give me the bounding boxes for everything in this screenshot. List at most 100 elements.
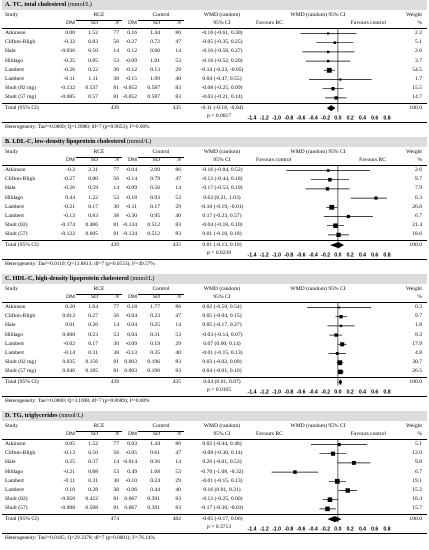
control-dm: 0.18 [127,304,137,310]
pooled-estimate-diamond [327,516,342,523]
control-sd: 0.31 [150,331,160,338]
control-n: 53 [175,194,181,201]
study-estimate-marker [334,96,338,100]
rce-n: 53 [113,57,119,64]
rule-line [76,156,122,158]
header-group1: RCE [93,12,105,18]
forest-panel-c: C. HDL-C, high-density lipoprotein chole… [2,274,427,411]
weight-value: 6.7 [415,213,422,219]
control-sd: 0.512 [147,231,160,238]
control-n: 29 [175,203,181,210]
header-n1: N [115,431,119,437]
rce-sd: 0.80 [88,176,98,183]
study-name: Hale [5,322,16,329]
wmd-ci-text: -0.16 (-0.84, 0.52) [201,167,243,173]
study-name: Lambert [5,76,24,82]
weight-value: 1.7 [415,76,422,82]
rce-sd: 2.31 [88,167,98,173]
control-dm: 0.16 [127,30,137,36]
heterogeneity-text: Heterogeneity: Tau²=0.0000; Q=1.8980; df… [5,123,150,130]
study-estimate-marker [338,369,343,375]
control-n: 53 [175,57,181,64]
forest-panel-a: A. TC, total cholesterol (mmol/L) Study RC… [2,0,427,137]
axis-tick-label: 0.6 [371,116,378,122]
study-estimate-marker [326,59,330,63]
rce-dm: -0.036 [60,48,75,55]
axis-tick-label: -1.0 [272,527,281,533]
weight-value: 9.7 [415,176,422,183]
axis-tick-label: -1.0 [272,253,281,259]
study-estimate-marker [328,177,332,182]
wmd-ci-text: -0.08 (-0.30, 0.14) [201,450,243,457]
forest-plot-svg: -1.4 -1.2 -1.0 -0.8 -0.6 -0.4 -0.2 0.0 0.2 0.4 0.6… [248,29,391,122]
weight-value: 30.7 [412,359,422,366]
study-estimate-marker [346,214,350,219]
wmd-ci-text: -0.13 (-0.25, 0.00) [201,496,243,503]
weight-value: 26.8 [412,203,422,210]
study-name: Lambert [5,350,24,356]
rce-sd: 0.59 [88,185,98,192]
rce-sd: 0.422 [85,496,98,503]
rce-sd: 0.50 [88,450,98,457]
study-name: Hale [5,185,16,192]
wmd-ci-text: 0.03 (-0.02, 0.09) [202,359,242,366]
header-dm1: DM [65,157,75,163]
control-dm: -0.13 [125,350,137,356]
rce-sd: 0.26 [88,322,98,329]
rce-dm: -0.14 [63,350,75,356]
study-name: Hale [5,48,16,55]
header-n2: N [177,20,181,26]
study-estimate-marker [333,41,337,44]
header-sd2: SD [152,20,160,26]
wmd-ci-text: -0.16 (-0.52, 0.20) [201,57,243,64]
rce-sd: 0.88 [88,468,98,475]
total-ci-text: -0.11 (-0.18, -0.04) [200,104,244,111]
rce-sd: 1.22 [88,194,98,201]
study-estimate-marker [339,324,343,328]
study-estimate-marker [374,196,378,200]
header-method: WMD (random) [203,149,241,155]
rule-line [2,121,427,123]
axis-tick-label: -0.8 [284,253,293,259]
rce-n: 14 [113,185,119,192]
panel-unit: (mmol/L) [67,1,92,8]
header-sd1: SD [90,157,98,163]
control-sd: 0.196 [147,368,160,375]
wmd-ci-text: -0.14 (-0.23, -0.05) [200,66,244,73]
study-name: Shult (82) [5,496,28,503]
total-label: Total (95% CI) [5,378,39,385]
panel-letter: A. [5,1,12,8]
study-estimate-marker [326,50,330,54]
study-name: Lambert [5,66,24,73]
rce-n: 77 [113,304,119,310]
wmd-ci-text: -0.70 (-1.08, -0.32) [200,468,244,475]
control-sd: 1.08 [150,468,160,475]
rule-line [76,293,122,295]
rce-sd: 1.52 [88,30,98,36]
study-name: Shult (57 mg) [5,94,37,101]
header-study: Study [5,149,19,155]
control-dm: -0.11 [125,203,137,210]
header-group2: Control [152,12,170,18]
axis-tick-label: 0.2 [347,253,354,259]
control-sd: 0.196 [147,359,160,366]
control-dm: 0.067 [124,496,137,503]
rce-dm: -0.13 [63,213,75,219]
axis-tick-label: 0.6 [371,390,378,396]
wmd-ci-text: 0.62 (0.21, 1.03) [203,194,241,201]
wmd-ci-text: -0.10 (-0.19, -0.01) [200,203,244,210]
control-sd: 0.72 [150,39,160,46]
rce-dm: -0.085 [60,94,75,101]
weight-value: 8.3 [415,331,422,338]
study-estimate-marker [327,497,333,502]
study-name: Clifton-Bligh [5,450,36,457]
panel-letter: D. [5,412,12,419]
rce-n: 56 [113,176,119,183]
rce-sd: 1.64 [88,304,98,310]
wmd-ci-text: 0.26 (-0.01, 0.53) [202,459,242,466]
study-name: Shult (57) [5,231,28,238]
rce-sd: 0.22 [88,66,98,73]
study-estimate-marker [335,352,339,355]
heterogeneity-text: Heterogeneity: Tau²=0.0110; Q=13.8813; d… [5,260,155,267]
panel-title-text: TC, total cholesterol [12,1,67,8]
